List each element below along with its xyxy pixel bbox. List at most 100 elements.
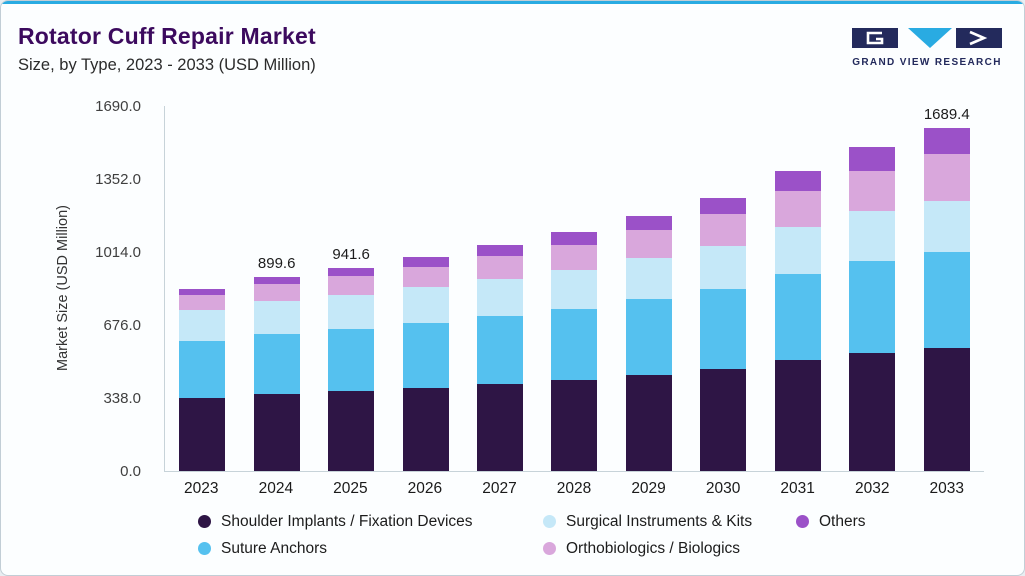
bar-2031-shoulder-implants-fixation-devices	[774, 360, 821, 471]
bar-2033-others	[923, 127, 970, 154]
legend-item-suture-anchors: Suture Anchors	[198, 540, 543, 558]
legend-label: Suture Anchors	[221, 539, 327, 557]
brand-logo-icon	[852, 28, 1002, 48]
bar-2023-suture-anchors	[179, 341, 226, 398]
bar-2025-surgical-instruments-kits	[328, 295, 375, 330]
bar-2028-shoulder-implants-fixation-devices	[551, 379, 598, 471]
legend-swatch-shoulder-implants-fixation-devices	[198, 515, 211, 528]
x-tick-label-2033: 2033	[929, 480, 964, 497]
bar-2025-shoulder-implants-fixation-devices	[328, 391, 375, 471]
legend-swatch-suture-anchors	[198, 542, 211, 555]
x-tick-label-2027: 2027	[482, 480, 517, 497]
bar-2027-others	[477, 245, 524, 257]
bar-2031-orthobiologics-biologics	[774, 190, 821, 227]
bar-2024-suture-anchors	[253, 334, 300, 395]
y-tick-label-1014.0: 1014.0	[95, 244, 141, 261]
bar-2026-shoulder-implants-fixation-devices	[402, 387, 449, 471]
x-tick-label-2026: 2026	[407, 480, 443, 497]
bar-2027-surgical-instruments-kits	[477, 278, 524, 316]
bar-2023-others	[179, 288, 226, 295]
bar-2024-shoulder-implants-fixation-devices	[253, 394, 300, 471]
y-tick-label-1690.0: 1690.0	[95, 98, 141, 115]
bar-group-2024: 899.6	[239, 106, 313, 471]
bar-2031-suture-anchors	[774, 273, 821, 361]
stacked-bar-chart: Market Size (USD Million) 0.0 338.0 676.0 1…	[1, 98, 1024, 497]
x-tick-label-2023: 2023	[184, 480, 219, 497]
plot-area: 899.6 941.6 1689.4	[164, 106, 984, 472]
chart-header: Rotator Cuff Repair Market Size, by Type…	[18, 23, 316, 75]
bar-2029-others	[625, 216, 672, 231]
bar-2032-surgical-instruments-kits	[849, 211, 896, 261]
bar-2033-shoulder-implants-fixation-devices	[923, 348, 970, 471]
y-tick-label-676.0: 676.0	[103, 317, 141, 334]
bar-2028-suture-anchors	[551, 308, 598, 380]
bar-2029-orthobiologics-biologics	[625, 230, 672, 259]
bar-2028-surgical-instruments-kits	[551, 269, 598, 309]
bar-2030-shoulder-implants-fixation-devices	[700, 369, 747, 471]
legend-item-others: Others	[796, 513, 866, 531]
bar-2029-suture-anchors	[625, 299, 672, 375]
y-tick-label-1352.0: 1352.0	[95, 171, 141, 188]
legend: Shoulder Implants / Fixation Devices Sutu…	[198, 508, 866, 562]
bar-2023-orthobiologics-biologics	[179, 294, 226, 311]
bar-2033-suture-anchors	[923, 252, 970, 349]
y-tick-label-338.0: 338.0	[103, 390, 141, 407]
bar-2027-suture-anchors	[477, 315, 524, 384]
legend-label: Shoulder Implants / Fixation Devices	[221, 512, 473, 530]
bar-group-2029	[612, 106, 686, 471]
chart-subtitle: Size, by Type, 2023 - 2033 (USD Million)	[18, 56, 316, 74]
y-tick-label-0.0: 0.0	[120, 463, 141, 480]
bar-2033-orthobiologics-biologics	[923, 153, 970, 201]
x-tick-label-2032: 2032	[854, 480, 890, 497]
bar-group-2025: 941.6	[314, 106, 388, 471]
legend-label: Surgical Instruments & Kits	[566, 512, 753, 530]
bar-2024-orthobiologics-biologics	[253, 284, 300, 302]
brand-logo-text: GRAND VIEW RESEARCH	[852, 57, 1002, 68]
x-tick-label-2029: 2029	[631, 480, 666, 497]
bar-2026-suture-anchors	[402, 323, 449, 388]
bar-total-label-2025: 941.6	[332, 245, 370, 263]
bar-2026-surgical-instruments-kits	[402, 287, 449, 324]
bar-group-2030	[686, 106, 760, 471]
bar-2032-suture-anchors	[849, 260, 896, 354]
x-tick-label-2028: 2028	[556, 480, 592, 497]
x-axis: 2023 2024 2025 2026 2027 2028 2029 2030 2031 2032…	[164, 480, 984, 498]
legend-item-orthobiologics-biologics: Orthobiologics / Biologics	[543, 540, 796, 558]
bar-group-2032	[835, 106, 909, 471]
bar-2027-shoulder-implants-fixation-devices	[477, 383, 524, 471]
bar-2032-orthobiologics-biologics	[849, 170, 896, 212]
bar-2028-others	[551, 232, 598, 245]
bar-2025-orthobiologics-biologics	[328, 276, 375, 296]
bar-2023-surgical-instruments-kits	[179, 310, 226, 342]
legend-swatch-orthobiologics-biologics	[543, 542, 556, 555]
bar-2028-orthobiologics-biologics	[551, 244, 598, 270]
bar-group-2023	[165, 106, 239, 471]
page-title: Rotator Cuff Repair Market	[18, 23, 316, 49]
bar-2024-others	[253, 276, 300, 285]
bar-2025-others	[328, 267, 375, 277]
bar-2026-others	[402, 257, 449, 267]
bar-2026-orthobiologics-biologics	[402, 266, 449, 288]
legend-label: Others	[819, 512, 866, 530]
bar-2031-others	[774, 170, 821, 191]
bar-2027-orthobiologics-biologics	[477, 256, 524, 279]
bar-group-2028	[537, 106, 611, 471]
bar-2031-surgical-instruments-kits	[774, 226, 821, 274]
legend-swatch-surgical-instruments-kits	[543, 515, 556, 528]
x-tick-label-2024: 2024	[258, 480, 294, 497]
bar-2029-surgical-instruments-kits	[625, 258, 672, 300]
bar-2030-orthobiologics-biologics	[700, 214, 747, 246]
x-tick-label-2030: 2030	[705, 480, 741, 497]
bar-group-2033: 1689.4	[910, 106, 984, 471]
legend-item-shoulder-implants-fixation-devices: Shoulder Implants / Fixation Devices	[198, 513, 543, 531]
bar-total-label-2024: 899.6	[257, 254, 296, 272]
x-tick-label-2025: 2025	[333, 480, 368, 497]
bar-2032-shoulder-implants-fixation-devices	[849, 353, 896, 471]
brand-logo: GRAND VIEW RESEARCH	[852, 28, 1002, 68]
bar-group-2026	[388, 106, 462, 471]
legend-label: Orthobiologics / Biologics	[566, 539, 741, 557]
bar-2033-surgical-instruments-kits	[923, 200, 970, 253]
bar-2030-surgical-instruments-kits	[700, 245, 747, 290]
top-accent-bar	[1, 1, 1024, 4]
